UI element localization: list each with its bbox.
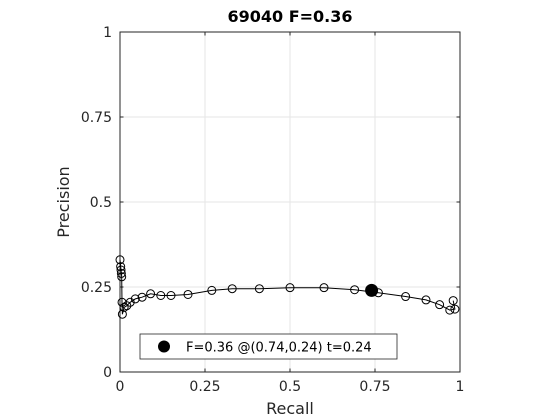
y-tick-label: 0.75 xyxy=(81,110,112,126)
legend-box xyxy=(139,333,398,360)
data-point xyxy=(183,289,193,299)
x-axis-label: Recall xyxy=(266,399,314,418)
data-point xyxy=(350,285,360,295)
x-tick-label: 1 xyxy=(456,379,465,395)
x-tick-label: 0 xyxy=(116,379,125,395)
y-axis: 0 0.25 0.5 0.75 1 xyxy=(81,25,460,381)
x-tick-label: 0.75 xyxy=(359,379,390,395)
pr-curve-points xyxy=(115,255,460,319)
x-tick-label: 0.25 xyxy=(189,379,220,395)
data-point xyxy=(227,284,237,294)
data-point xyxy=(146,289,156,299)
grid xyxy=(120,32,460,372)
data-point xyxy=(254,284,264,294)
y-tick-label: 1 xyxy=(103,25,112,41)
y-tick-label: 0.25 xyxy=(81,280,112,296)
data-point xyxy=(166,291,176,300)
legend: F=0.36 @(0.74,0.24) t=0.24 xyxy=(139,333,398,360)
data-point xyxy=(156,291,166,300)
data-point xyxy=(117,272,127,282)
data-point xyxy=(319,283,329,293)
data-point xyxy=(119,302,129,312)
data-point xyxy=(116,268,126,278)
data-point xyxy=(116,265,126,275)
data-point xyxy=(207,285,217,295)
data-point xyxy=(137,292,147,302)
legend-marker xyxy=(158,340,170,353)
y-tick-label: 0.5 xyxy=(90,195,112,211)
chart-title: 69040 F=0.36 xyxy=(227,7,352,26)
data-point xyxy=(448,296,458,306)
data-point xyxy=(117,309,127,319)
y-tick-label: 0 xyxy=(103,365,112,381)
best-f-marker xyxy=(365,283,379,297)
data-point xyxy=(115,255,125,265)
x-tick-label: 0.5 xyxy=(279,379,301,395)
legend-label: F=0.36 @(0.74,0.24) t=0.24 xyxy=(186,341,372,356)
data-point xyxy=(450,304,460,314)
data-point xyxy=(421,295,431,305)
data-point xyxy=(401,292,411,302)
data-point xyxy=(116,262,126,272)
data-point xyxy=(130,294,140,304)
data-point xyxy=(285,283,295,293)
data-point xyxy=(435,300,445,310)
y-axis-label: Precision xyxy=(54,166,73,237)
pr-curve-line xyxy=(119,259,456,315)
data-point xyxy=(445,305,455,315)
data-point xyxy=(122,301,132,311)
x-axis: 0 0.25 0.5 0.75 1 xyxy=(116,32,465,395)
